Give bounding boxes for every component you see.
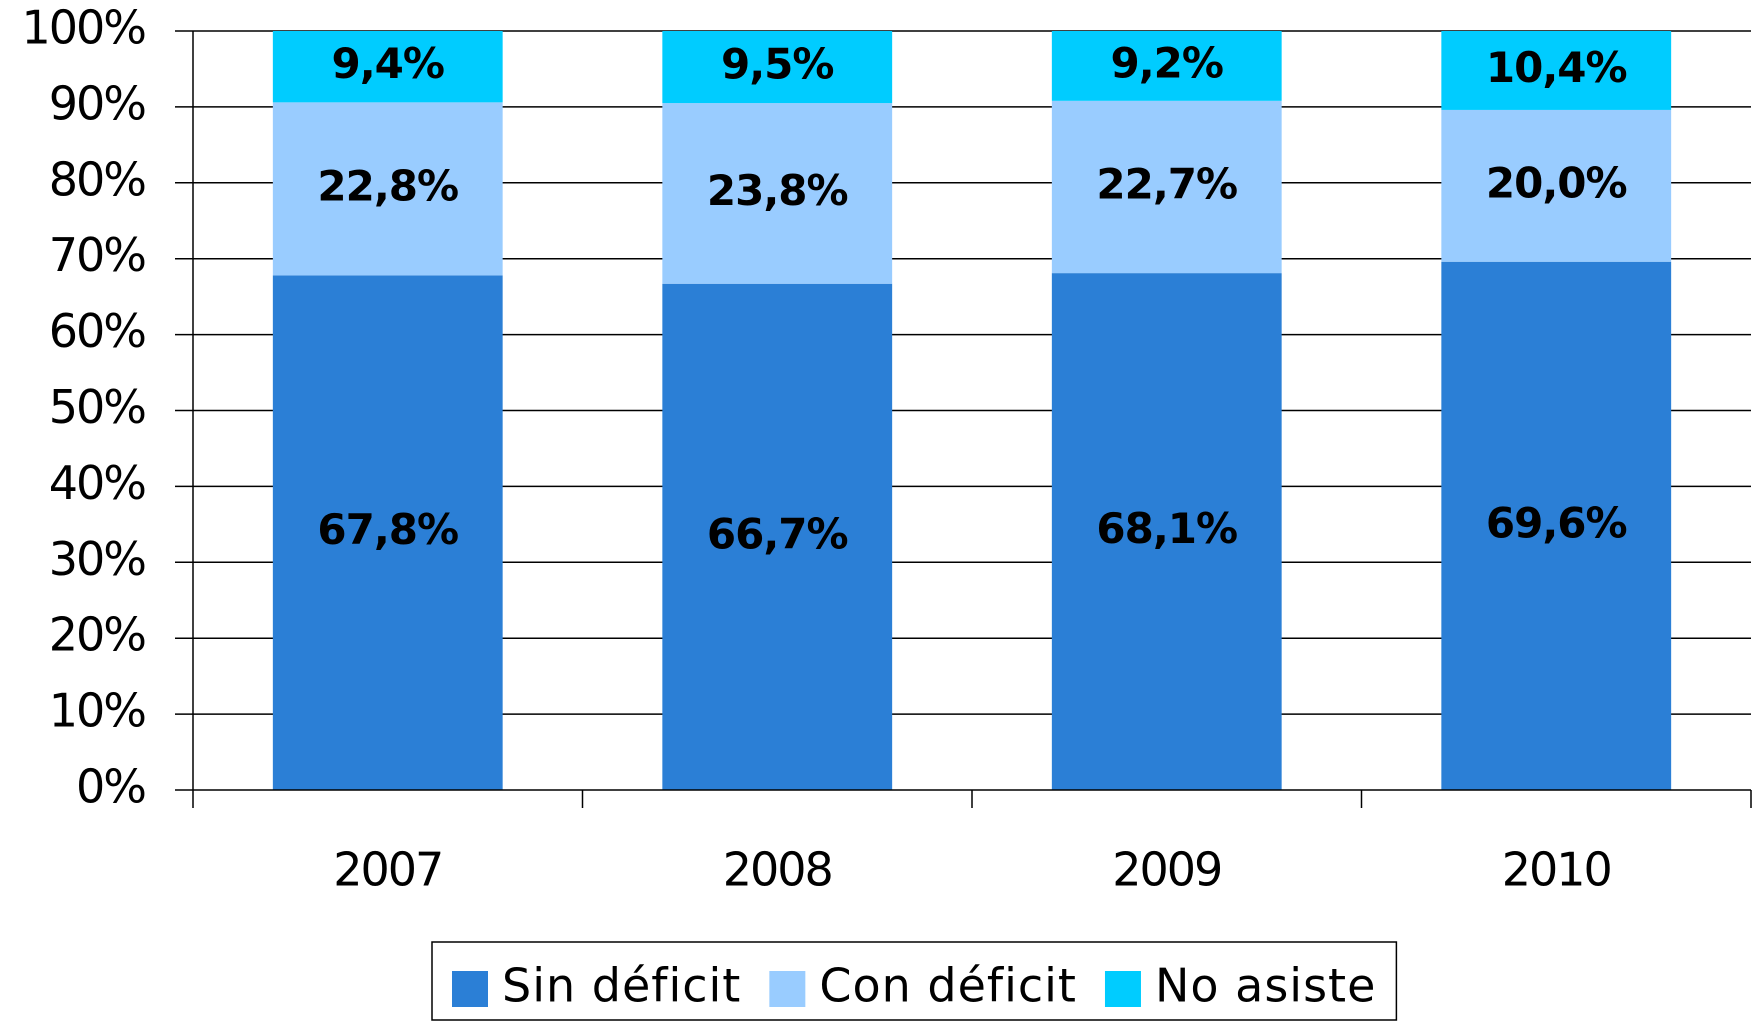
value-label: 9,2%	[1111, 38, 1223, 87]
value-label: 67,8%	[317, 505, 458, 554]
y-tick-label: 70%	[49, 228, 146, 282]
bar-segment	[1441, 31, 1672, 110]
bar-segment	[1441, 109, 1672, 262]
x-tick-label: 2010	[1502, 843, 1611, 897]
value-label: 66,7%	[707, 509, 848, 558]
value-label: 9,5%	[721, 40, 833, 89]
y-tick-label: 10%	[49, 684, 146, 738]
y-tick-label: 100%	[21, 1, 145, 55]
bar-segment	[272, 275, 503, 790]
value-label: 22,8%	[317, 161, 458, 210]
value-label: 23,8%	[707, 166, 848, 215]
y-tick-label: 60%	[49, 304, 146, 358]
legend-label: Con déficit	[819, 959, 1077, 1013]
y-tick-label: 80%	[49, 152, 146, 206]
x-tick-label: 2008	[723, 843, 832, 897]
value-label: 69,6%	[1486, 498, 1627, 547]
legend-box	[431, 941, 1398, 1021]
value-label: 22,7%	[1096, 159, 1237, 208]
value-label: 68,1%	[1096, 504, 1237, 553]
bar-segment	[272, 31, 503, 103]
y-tick-label: 20%	[49, 608, 146, 662]
y-tick-label: 40%	[49, 456, 146, 510]
value-label: 9,4%	[332, 39, 444, 88]
bar-segment	[662, 103, 893, 284]
x-tick-label: 2007	[333, 843, 442, 897]
y-tick-label: 30%	[49, 532, 146, 586]
x-tick-label: 2009	[1112, 843, 1221, 897]
y-tick-label: 0%	[76, 760, 145, 814]
bar-segment	[1051, 273, 1282, 791]
legend-swatch	[1104, 971, 1141, 1007]
legend-label: No asiste	[1155, 959, 1376, 1013]
legend-swatch	[452, 971, 488, 1007]
bar-segment	[1051, 31, 1282, 101]
bar-segment	[272, 102, 503, 276]
y-tick-label: 90%	[49, 76, 146, 130]
value-label: 20,0%	[1486, 158, 1627, 207]
legend-swatch	[769, 971, 806, 1007]
bar-segment	[662, 31, 893, 104]
bar-segment	[1051, 100, 1282, 274]
value-label: 10,4%	[1486, 43, 1627, 92]
bar-segment	[1441, 261, 1672, 791]
legend-label: Sin déficit	[502, 959, 741, 1013]
y-tick-label: 50%	[49, 380, 146, 434]
bar-segment	[662, 283, 893, 790]
